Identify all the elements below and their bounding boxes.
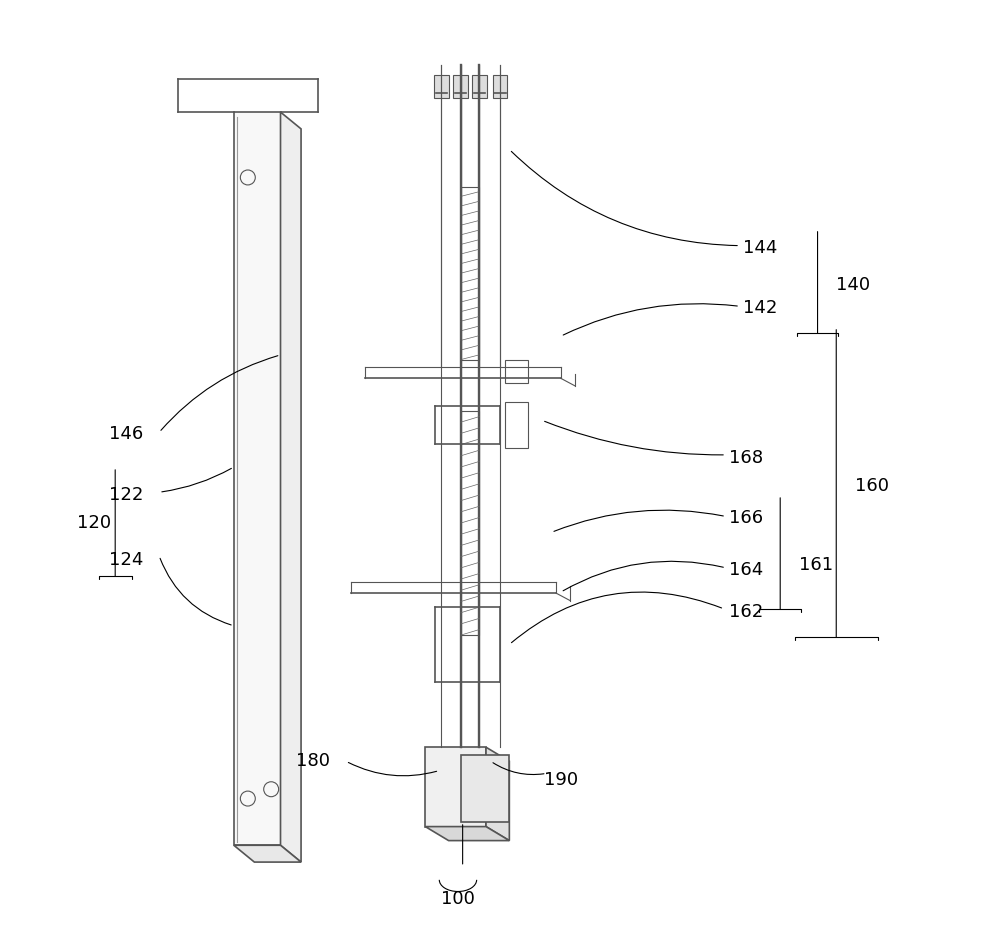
Polygon shape <box>234 845 301 862</box>
Text: 160: 160 <box>855 476 889 495</box>
Text: 124: 124 <box>109 551 144 570</box>
Polygon shape <box>486 747 509 841</box>
Text: 142: 142 <box>743 299 777 318</box>
Text: 100: 100 <box>441 889 475 908</box>
Bar <box>493 75 507 98</box>
Text: 140: 140 <box>836 276 870 294</box>
Polygon shape <box>281 112 301 862</box>
Bar <box>453 75 468 98</box>
Bar <box>472 75 487 98</box>
Bar <box>461 411 479 635</box>
Text: 166: 166 <box>729 509 763 528</box>
Polygon shape <box>461 755 509 822</box>
Text: 164: 164 <box>729 560 763 579</box>
Polygon shape <box>425 747 486 827</box>
Text: 144: 144 <box>743 238 777 257</box>
Text: 146: 146 <box>109 425 144 444</box>
Text: 161: 161 <box>799 556 833 574</box>
Bar <box>434 75 449 98</box>
Text: 120: 120 <box>77 514 111 532</box>
Text: 180: 180 <box>296 752 330 771</box>
Text: 162: 162 <box>729 602 763 621</box>
Bar <box>505 402 528 448</box>
Bar <box>505 360 528 383</box>
Text: 122: 122 <box>109 486 144 504</box>
Polygon shape <box>234 112 281 845</box>
Text: 168: 168 <box>729 448 763 467</box>
Polygon shape <box>425 827 509 841</box>
Bar <box>461 187 479 360</box>
Text: 190: 190 <box>544 771 578 789</box>
